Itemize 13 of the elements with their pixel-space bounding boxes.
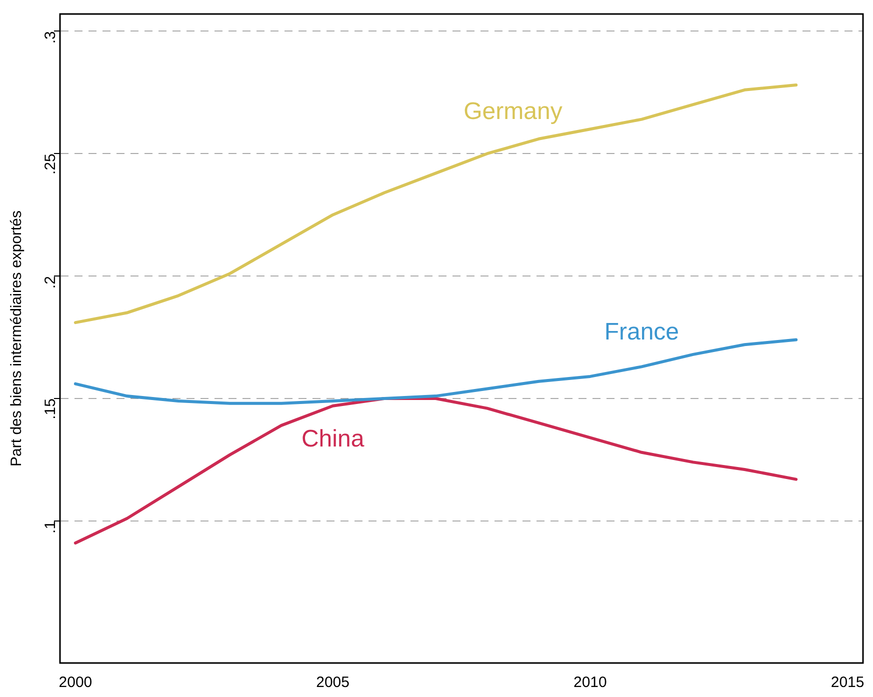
x-tick-label: 2010: [574, 674, 607, 692]
y-tick-label: .25: [42, 154, 60, 174]
y-tick-label: .2: [42, 276, 60, 289]
y-axis-title: Part des biens intermédiaires exportés: [8, 210, 26, 466]
x-tick-label: 2005: [316, 674, 350, 692]
y-tick-label: .1: [42, 520, 60, 534]
series-label: China: [301, 425, 365, 452]
x-tick-label: 2015: [830, 674, 864, 692]
y-tick-label: .3: [42, 31, 60, 44]
x-tick-label: 2000: [58, 674, 92, 692]
series-label: Germany: [464, 98, 562, 125]
series-label: France: [604, 318, 680, 346]
y-tick-label: .15: [42, 398, 60, 420]
